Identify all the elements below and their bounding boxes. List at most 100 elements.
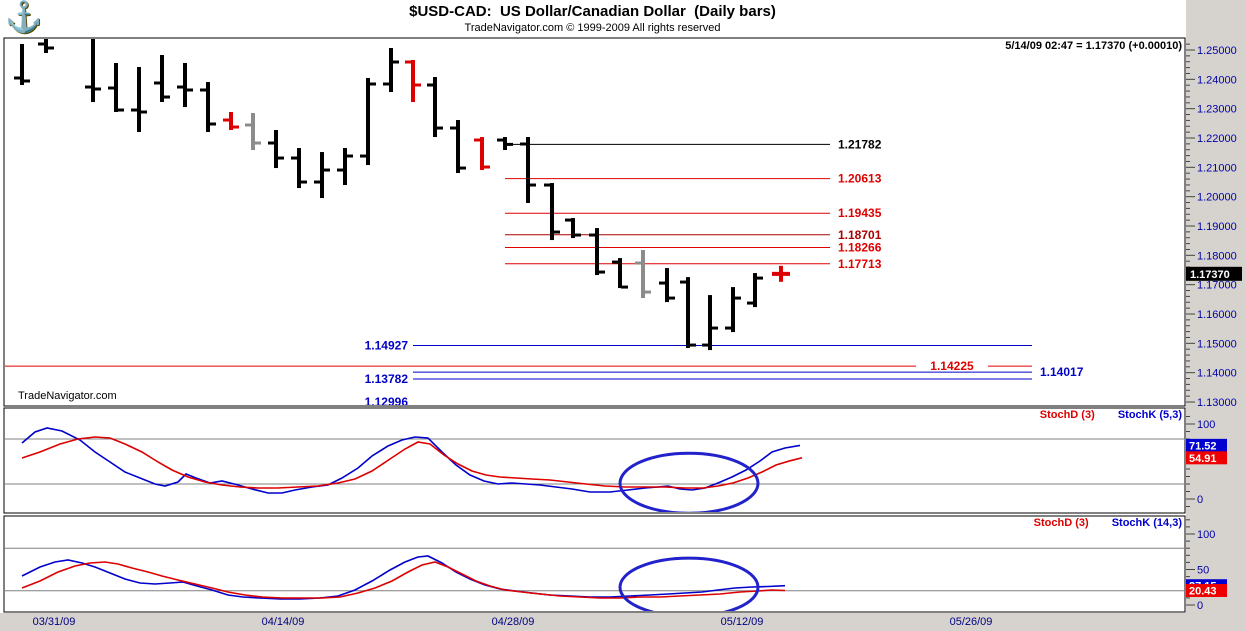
price-level-label: 1.19435 (838, 206, 882, 220)
current-price-badge-text: 1.17370 (1190, 269, 1230, 281)
price-level-label: 1.12996 (365, 395, 409, 409)
date-axis-label: 05/12/09 (721, 616, 764, 628)
price-level-label: 1.18701 (838, 228, 882, 242)
stochk-legend-label: StochK (14,3) (1111, 517, 1182, 529)
stoch-line-k (21, 555, 786, 600)
stoch-value-badge-text: 54.91 (1189, 453, 1217, 465)
date-axis-label: 04/14/09 (262, 616, 305, 628)
price-bar (14, 43, 30, 85)
crossover-highlight-ellipse (618, 556, 760, 611)
price-bar (659, 268, 675, 303)
stoch-value-badge (1186, 438, 1227, 452)
price-axis-label: 1.22000 (1197, 133, 1237, 145)
price-bar (383, 48, 399, 93)
stoch-value-badge (1186, 583, 1227, 597)
stoch-axis-label: 50 (1197, 565, 1209, 577)
price-bar (337, 148, 353, 186)
stochk-legend-label: StochK (5,3) (1117, 409, 1182, 421)
price-bar (450, 120, 466, 174)
price-bar (589, 228, 605, 276)
price-axis-label: 1.19000 (1197, 221, 1237, 233)
price-level-label: 1.14225 (930, 359, 974, 373)
crossover-highlight-ellipse (618, 451, 760, 512)
price-axis-strip (1186, 0, 1245, 631)
stoch-14-3-legend: StochD (3) StochK (14,3) (4, 517, 1182, 529)
price-bar (291, 148, 307, 189)
price-bar (520, 137, 536, 204)
main-price-panel (3, 37, 1186, 407)
price-bar (108, 62, 124, 113)
price-level-label: 1.13782 (365, 372, 409, 386)
price-level-label: 1.14017 (1040, 365, 1084, 379)
price-bar (405, 60, 421, 103)
stoch-5-3-legend: StochD (3) StochK (5,3) (4, 409, 1182, 421)
last-quote-readout: 5/14/09 02:47 = 1.17370 (+0.00010) (1005, 40, 1182, 52)
price-axis-label: 1.20000 (1197, 192, 1237, 204)
price-bar (268, 130, 284, 169)
price-axis-label: 1.13000 (1197, 397, 1237, 409)
stoch-value-badge-text: 71.52 (1189, 440, 1217, 452)
price-level-label: 1.21782 (838, 137, 882, 151)
price-axis-label: 1.17000 (1197, 280, 1237, 292)
stochd-legend-label: StochD (3) (1033, 517, 1089, 529)
price-axis-label: 1.14000 (1197, 368, 1237, 380)
price-bar (85, 39, 101, 103)
price-bar (177, 62, 193, 108)
price-bar (427, 77, 443, 138)
stoch-5-3-panel (3, 407, 1186, 514)
price-bar (38, 39, 54, 53)
stoch-axis-label: 100 (1197, 419, 1215, 431)
price-bar (544, 183, 560, 241)
price-axis-label: 1.18000 (1197, 250, 1237, 262)
price-bar (131, 67, 147, 133)
price-bar (565, 218, 581, 239)
price-level-label: 1.17713 (838, 257, 882, 271)
stoch-line-k (21, 427, 801, 494)
date-axis-strip (0, 613, 1245, 631)
date-axis-label: 05/26/09 (950, 616, 993, 628)
chart-title: $USD-CAD: US Dollar/Canadian Dollar (Dai… (409, 3, 776, 20)
price-level-label: 1.18266 (838, 241, 882, 255)
price-level-label: 1.20613 (838, 172, 882, 186)
price-axis-label: 1.23000 (1197, 104, 1237, 116)
stochd-legend-label: StochD (3) (1039, 409, 1095, 421)
price-bar (680, 277, 696, 349)
stoch-line-d (21, 561, 786, 599)
price-bar (154, 54, 170, 103)
stoch-value-badge (1186, 451, 1227, 465)
stoch-axis-label: 0 (1197, 600, 1203, 612)
date-axis-label: 03/31/09 (33, 616, 76, 628)
price-bar (725, 287, 741, 333)
date-axis-label: 04/28/09 (492, 616, 535, 628)
price-bar (612, 258, 628, 289)
price-axis-label: 1.21000 (1197, 162, 1237, 174)
current-price-badge (1186, 266, 1242, 281)
price-axis-label: 1.25000 (1197, 45, 1237, 57)
price-level-label: 1.14927 (365, 338, 409, 352)
watermark-text: TradeNavigator.com (18, 390, 117, 402)
price-axis-label: 1.15000 (1197, 338, 1237, 350)
price-bar (223, 112, 239, 131)
price-bar (635, 250, 651, 299)
price-axis-label: 1.24000 (1197, 74, 1237, 86)
stoch-axis-label: 0 (1197, 494, 1203, 506)
stoch-chart-area (5, 547, 1184, 611)
price-axis-label: 1.16000 (1197, 309, 1237, 321)
price-bar (497, 137, 513, 151)
price-bar (747, 273, 763, 308)
price-bar (702, 295, 718, 351)
chart-copyright: TradeNavigator.com © 1999-2009 All right… (464, 22, 721, 34)
stoch-value-badge-text: 20.43 (1189, 585, 1217, 597)
anchor-logo-icon: ⚓ (5, 1, 43, 34)
stoch-chart-area (5, 427, 1184, 512)
last-trade-plus-marker (772, 265, 790, 282)
price-bar (245, 113, 261, 151)
stoch-axis-label: 100 (1197, 529, 1215, 541)
stoch-14-3-panel (3, 515, 1186, 613)
price-bar (474, 137, 490, 171)
price-bar (360, 78, 376, 166)
stoch-line-d (21, 436, 803, 489)
